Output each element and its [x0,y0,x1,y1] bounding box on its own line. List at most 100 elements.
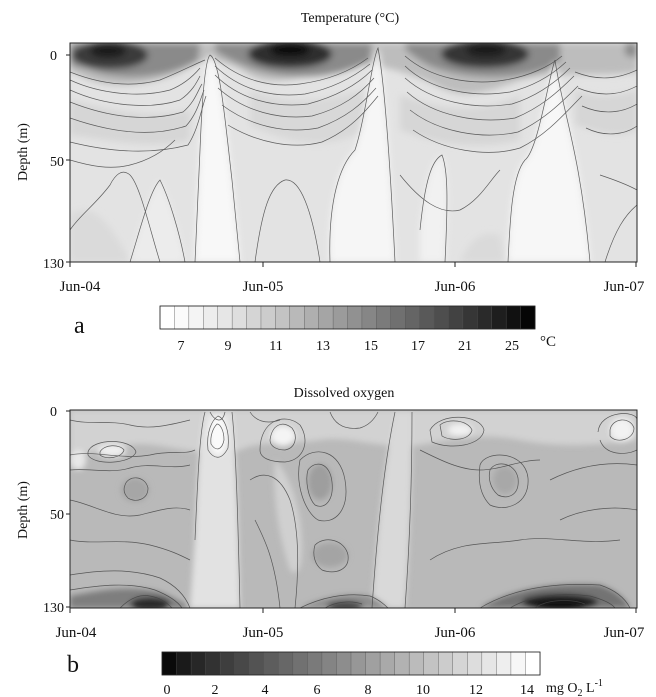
panel-label-a: a [74,313,85,339]
temperature-colorbar-swatch [231,305,248,330]
temperature-colorbar-swatch [174,305,190,330]
oxygen-x-ticks: Jun-04 Jun-05 Jun-06 Jun-07 [56,608,645,641]
temperature-colorbar-swatch [318,305,334,330]
temperature-colorbar-swatch [448,305,464,330]
temperature-x-ticks: Jun-04 Jun-05 Jun-06 Jun-07 [60,262,645,295]
oxygen-y-axis-label: Depth (m) [16,481,31,539]
temperature-colorbar-swatch [491,305,507,330]
oxygen-colorbar-swatch [423,651,439,676]
oxygen-colorbar-tick-2: 2 [212,683,219,697]
temperature-colorbar-swatches [159,305,536,330]
oxygen-colorbar-swatch [278,651,294,676]
oxygen-colorbar-swatch [321,651,337,676]
temperature-colorbar-tick-7: 7 [178,339,185,354]
temperature-x-tick-jun-06: Jun-06 [435,279,476,295]
oxygen-colorbar-tick-12: 12 [469,683,483,697]
temperature-colorbar-swatch [332,305,348,330]
temperature-colorbar-swatch [419,305,435,330]
temperature-colorbar-swatch [433,305,449,330]
oxygen-x-tick-jun-05: Jun-05 [243,625,284,641]
oxygen-colorbar-swatch [394,651,410,676]
oxygen-colorbar-swatch [408,651,425,676]
temperature-colorbar-swatch [203,305,219,330]
panel-label-b: b [67,652,79,678]
temperature-colorbar-swatch [260,305,276,330]
temperature-colorbar-swatch [390,305,406,330]
oxygen-colorbar-tick-14: 14 [520,683,534,697]
oxygen-unit-prefix: mg O [546,681,578,696]
oxygen-colorbar-swatch [205,651,221,676]
oxygen-colorbar-swatch [263,651,279,676]
temperature-colorbar-swatch [217,305,233,330]
oxygen-x-tick-jun-06: Jun-06 [435,625,476,641]
oxygen-colorbar-tick-10: 10 [416,683,430,697]
oxygen-contour-field [70,410,637,608]
temperature-colorbar-swatch [404,305,421,330]
temperature-colorbar-swatch [246,305,262,330]
oxygen-colorbar-unit: mg O2 L-1 [546,678,603,697]
oxygen-colorbar-swatch [467,651,483,676]
oxygen-y-tick-0: 0 [50,405,57,420]
oxygen-colorbar-ticks: 0 2 4 6 8 10 12 14 [164,683,535,697]
temperature-colorbar-swatch [188,305,204,330]
oxygen-colorbar-swatch [249,651,265,676]
temperature-y-tick-0: 0 [50,49,57,64]
oxygen-colorbar-swatches [161,651,541,676]
temperature-colorbar-swatch [520,305,536,330]
temperature-contour-field [70,43,637,262]
temperature-colorbar-swatch [462,305,478,330]
temperature-colorbar-ticks: 7 9 11 13 15 17 21 25 [178,339,520,354]
temperature-y-axis-label: Depth (m) [16,123,31,181]
temperature-colorbar-tick-11: 11 [269,339,282,354]
oxygen-colorbar-swatch [336,651,352,676]
temperature-colorbar-swatch [361,305,377,330]
oxygen-colorbar-swatch [496,651,512,676]
oxygen-colorbar-swatch [234,651,250,676]
temperature-y-tick-50: 50 [50,155,64,170]
temperature-colorbar-tick-17: 17 [411,339,425,354]
temperature-x-tick-jun-04: Jun-04 [60,279,101,295]
oxygen-colorbar-tick-0: 0 [164,683,171,697]
oxygen-colorbar-tick-4: 4 [262,683,269,697]
temperature-title: Temperature (°C) [301,11,400,26]
temperature-colorbar-tick-15: 15 [364,339,378,354]
oxygen-colorbar-swatch [350,651,367,676]
oxygen-colorbar-swatch [452,651,468,676]
oxygen-colorbar-swatch [379,651,396,676]
oxygen-y-tick-50: 50 [50,508,64,523]
temperature-y-tick-130: 130 [43,257,64,272]
oxygen-unit-mid: L [583,681,595,696]
temperature-colorbar-swatch [347,305,363,330]
temperature-y-ticks: 0 50 130 [43,49,70,272]
oxygen-colorbar-tick-6: 6 [314,683,321,697]
temperature-plot-frame [69,42,638,263]
temperature-colorbar-swatch [304,305,320,330]
oxygen-colorbar-swatch [161,651,178,676]
temperature-colorbar-tick-25: 25 [505,339,519,354]
oxygen-colorbar-tick-8: 8 [365,683,372,697]
temperature-colorbar-tick-21: 21 [458,339,472,354]
temperature-x-tick-jun-05: Jun-05 [243,279,284,295]
temperature-panel: Temperature (°C) Depth (m) [16,11,645,354]
temperature-colorbar-tick-13: 13 [316,339,330,354]
oxygen-colorbar-swatch [525,651,541,676]
temperature-x-tick-jun-07: Jun-07 [604,279,645,295]
oxygen-x-tick-jun-07: Jun-07 [604,625,645,641]
oxygen-colorbar-swatch [292,651,308,676]
oxygen-colorbar-swatch [219,651,236,676]
temperature-colorbar-swatch [159,305,175,330]
temperature-colorbar-swatch [376,305,392,330]
oxygen-colorbar-swatch [481,651,497,676]
temperature-colorbar-swatch [275,305,291,330]
oxygen-unit-sub: 2 [578,688,583,697]
oxygen-colorbar: 0 2 4 6 8 10 12 14 mg O2 L-1 [161,651,603,697]
oxygen-y-ticks: 0 50 130 [43,405,70,616]
oxygen-title: Dissolved oxygen [294,386,395,401]
oxygen-colorbar-swatch [176,651,192,676]
temperature-colorbar-tick-9: 9 [225,339,232,354]
oxygen-colorbar-swatch [365,651,381,676]
oxygen-plot-frame [69,409,638,609]
temperature-colorbar-swatch [477,305,493,330]
oxygen-colorbar-swatch [190,651,207,676]
